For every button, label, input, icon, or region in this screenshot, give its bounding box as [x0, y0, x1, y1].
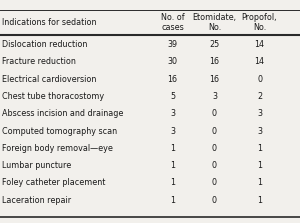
- Text: Laceration repair: Laceration repair: [2, 196, 70, 205]
- Text: 0: 0: [212, 178, 217, 187]
- Text: 3: 3: [257, 109, 262, 118]
- Text: 14: 14: [254, 40, 265, 49]
- Text: Indications for sedation: Indications for sedation: [2, 18, 96, 27]
- Text: 1: 1: [257, 161, 262, 170]
- Text: Electrical cardioversion: Electrical cardioversion: [2, 75, 96, 84]
- Text: 1: 1: [170, 196, 175, 205]
- Text: 0: 0: [257, 75, 262, 84]
- Text: 1: 1: [170, 144, 175, 153]
- Text: Dislocation reduction: Dislocation reduction: [2, 40, 87, 49]
- Text: Foreign body removal—eye: Foreign body removal—eye: [2, 144, 112, 153]
- Text: 3: 3: [257, 126, 262, 136]
- Text: 1: 1: [257, 178, 262, 187]
- Text: Lumbar puncture: Lumbar puncture: [2, 161, 71, 170]
- Text: 1: 1: [170, 161, 175, 170]
- Text: 0: 0: [212, 196, 217, 205]
- Text: Propofol,
No.: Propofol, No.: [242, 13, 277, 32]
- Text: 16: 16: [167, 75, 178, 84]
- Text: Chest tube thoracostomy: Chest tube thoracostomy: [2, 92, 103, 101]
- Text: 39: 39: [167, 40, 178, 49]
- Text: 3: 3: [170, 109, 175, 118]
- Text: 1: 1: [257, 144, 262, 153]
- Text: Fracture reduction: Fracture reduction: [2, 57, 75, 66]
- Text: 5: 5: [170, 92, 175, 101]
- Text: 2: 2: [257, 92, 262, 101]
- Text: 3: 3: [170, 126, 175, 136]
- Text: 16: 16: [209, 57, 220, 66]
- Text: 0: 0: [212, 109, 217, 118]
- Text: 3: 3: [212, 92, 217, 101]
- Text: 1: 1: [170, 178, 175, 187]
- Text: Foley catheter placement: Foley catheter placement: [2, 178, 105, 187]
- Text: 25: 25: [209, 40, 220, 49]
- Text: 1: 1: [257, 196, 262, 205]
- Text: Computed tomography scan: Computed tomography scan: [2, 126, 117, 136]
- Text: 0: 0: [212, 161, 217, 170]
- Text: 14: 14: [254, 57, 265, 66]
- Text: 16: 16: [209, 75, 220, 84]
- Text: 0: 0: [212, 126, 217, 136]
- Text: 0: 0: [212, 144, 217, 153]
- Text: Abscess incision and drainage: Abscess incision and drainage: [2, 109, 123, 118]
- Text: 30: 30: [167, 57, 178, 66]
- Text: Etomidate,
No.: Etomidate, No.: [193, 13, 236, 32]
- Text: No. of
cases: No. of cases: [161, 13, 184, 32]
